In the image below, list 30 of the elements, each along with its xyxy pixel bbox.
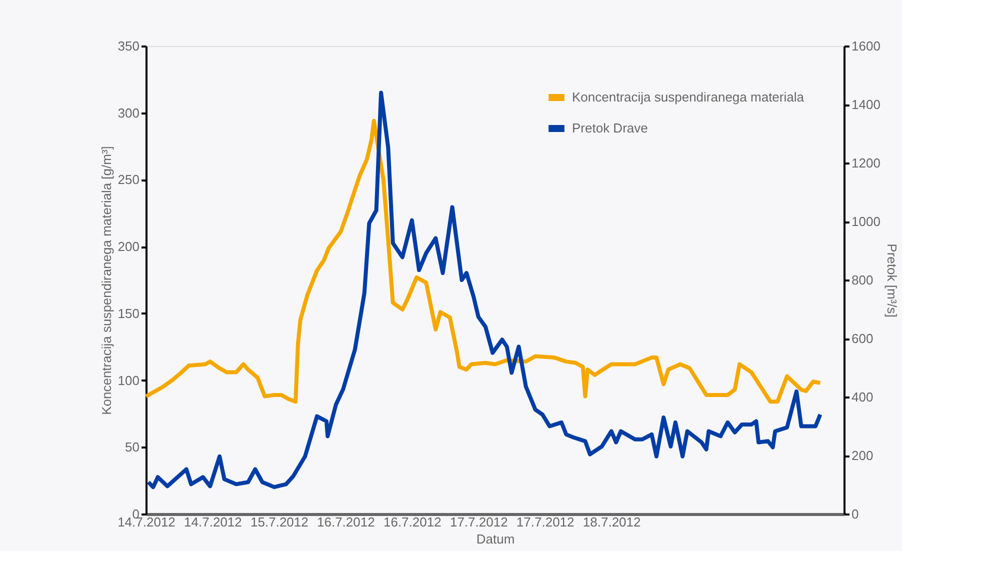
y2-tick-label: 200: [852, 448, 874, 463]
y2-tick-label: 0: [852, 506, 859, 522]
y-tick-label: 200: [118, 239, 140, 254]
legend-label: Koncentracija suspendiranega materiala: [572, 90, 805, 104]
x-tick-label: 16.7.2012: [383, 514, 442, 530]
y2-tick-label: 1600: [852, 38, 880, 54]
y2-tick-label: 600: [852, 331, 874, 346]
y2-tick-label: 800: [852, 272, 874, 288]
line-series: [146, 90, 822, 490]
x-tick-label: 17.7.2012: [516, 514, 574, 530]
y-tick-label: 100: [118, 372, 140, 388]
legend-label: Pretok Drave: [572, 120, 648, 136]
x-axis-title: Datum: [476, 532, 515, 546]
x-tick-label: 15.7.2012: [250, 514, 308, 530]
x-tick-label: 16.7.2012: [317, 514, 375, 530]
x-tick-label: 18.7.2012: [582, 514, 641, 530]
y-tick-label: 350: [118, 38, 140, 54]
y2-tick-label: 1400: [852, 97, 880, 112]
y-tick-label: 300: [118, 105, 140, 120]
y-tick-label: 50: [125, 440, 140, 455]
y2-axis-title: Pretok [m³/s]: [884, 244, 900, 318]
y-tick-label: 250: [118, 172, 140, 188]
y2-tick-label: 400: [852, 390, 874, 404]
x-tick-label: 17.7.2012: [450, 514, 508, 530]
line-series: [144, 118, 822, 404]
y2-tick-label: 1200: [852, 156, 880, 170]
y-axis-title: Koncentracija suspendiranega materiala [g/m³]: [98, 146, 114, 415]
x-tick-label: 14.7.2012: [184, 514, 242, 530]
y-tick-label: 150: [118, 306, 140, 321]
y2-tick-label: 1000: [852, 214, 880, 229]
